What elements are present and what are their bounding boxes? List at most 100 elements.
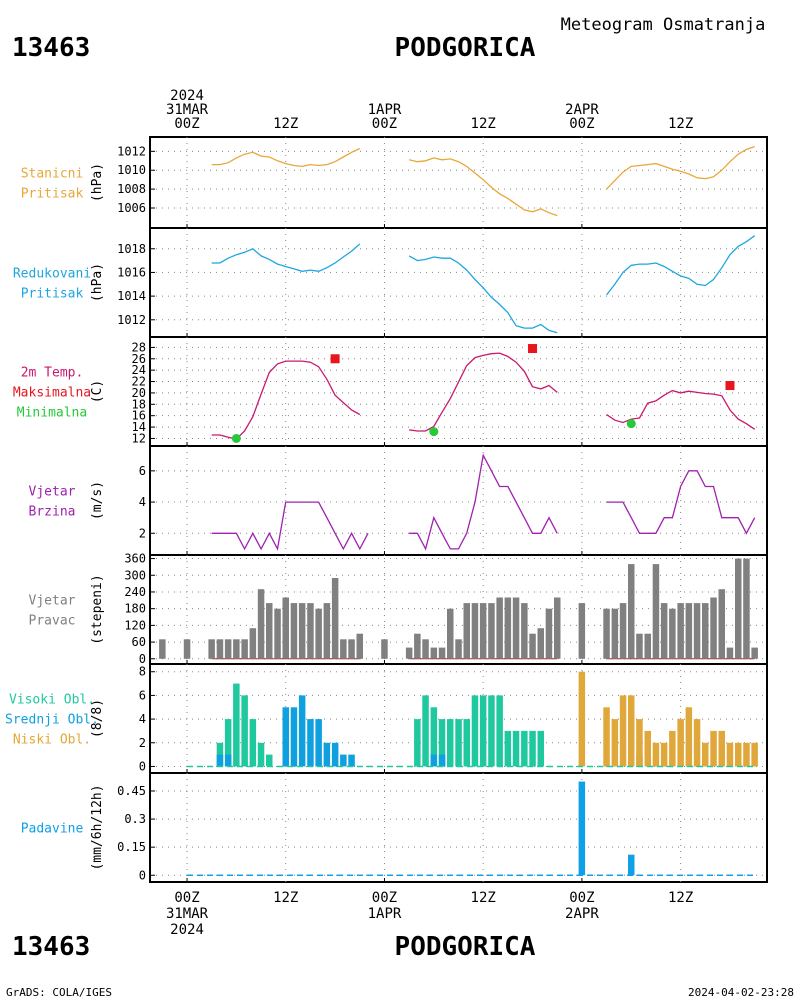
panel-wind-speed: 2 4 6 (m/s) Vjetar Brzina: [29, 445, 768, 556]
bottom-tick-label: 2024: [170, 922, 204, 938]
y-tick-label: 1012: [117, 313, 146, 327]
y-tick-label: 16: [132, 409, 146, 423]
bar: [636, 633, 643, 659]
bar: [735, 558, 742, 659]
bar: [340, 754, 347, 767]
bar: [702, 742, 709, 767]
top-tick-label: 2024: [170, 88, 204, 104]
y-tick-label: 300: [124, 568, 146, 582]
bar: [685, 603, 693, 659]
panel-reduced-pressure: 1012 1014 1016 1018 (hPa)Redukovani Pritisak: [13, 227, 768, 338]
bar: [290, 603, 298, 659]
panel-label: Pritisak: [21, 287, 84, 302]
bar: [405, 647, 413, 659]
bar: [430, 754, 438, 767]
bar: [496, 597, 503, 659]
y-tick-label: 24: [132, 363, 146, 377]
bar: [652, 742, 660, 767]
bottom-tick-label: 00Z: [174, 890, 199, 906]
y-tick-label: 2: [139, 736, 146, 750]
bar: [422, 639, 429, 659]
y-axis-label: (hPa): [90, 263, 105, 302]
bar: [315, 608, 322, 659]
station-id-top: 13463: [12, 33, 90, 63]
bar: [216, 754, 224, 767]
top-tick-label: 1APR: [368, 102, 402, 118]
footer-software-credit: GrADS: COLA/IGES: [6, 986, 112, 999]
bar: [208, 639, 215, 659]
panel-label: Brzina: [29, 505, 76, 520]
top-tick-label: 31MAR: [166, 102, 209, 118]
bar: [644, 633, 651, 659]
bar: [216, 639, 224, 659]
top-tick-label: 00Z: [174, 116, 199, 132]
bar: [257, 742, 265, 767]
y-axis-label: (m/s): [90, 481, 105, 520]
bar: [702, 603, 709, 659]
bar: [183, 639, 191, 659]
bar: [414, 633, 421, 659]
footer-timestamp: 2024-04-02-23:28: [688, 986, 794, 999]
series-line: [408, 157, 558, 217]
panel-label: Padavine: [21, 822, 84, 837]
y-tick-label: 0: [139, 868, 146, 882]
top-tick-label: 12Z: [471, 116, 496, 132]
y-tick-label: 14: [132, 420, 146, 434]
bar: [743, 742, 750, 767]
y-tick-label: 6: [139, 464, 146, 478]
series-line: [409, 352, 558, 432]
y-tick-label: 20: [132, 386, 146, 400]
y-tick-label: 8: [139, 665, 146, 679]
bar: [438, 754, 446, 767]
bar: [224, 639, 232, 659]
bottom-tick-label: 00Z: [372, 890, 397, 906]
y-tick-label: 4: [139, 495, 146, 509]
panel-label: Niski Obl.: [13, 733, 91, 748]
bar: [348, 754, 355, 767]
series-line: [409, 453, 558, 551]
bar: [726, 647, 734, 659]
panel-label: Minimalna: [17, 406, 87, 421]
bar: [685, 707, 693, 767]
bar: [455, 639, 462, 659]
bar: [718, 730, 725, 767]
bar: [628, 564, 635, 659]
bar: [315, 719, 322, 767]
panel-label: Vjetar: [29, 594, 76, 609]
max-temp-marker: [725, 381, 735, 391]
bar: [290, 707, 298, 767]
bar: [504, 730, 512, 767]
y-tick-label: 1010: [117, 163, 146, 177]
min-temp-marker: [429, 427, 439, 437]
bar: [463, 603, 470, 659]
y-tick-label: 0: [139, 759, 146, 773]
bar: [356, 633, 363, 659]
bar: [241, 639, 248, 659]
bar: [669, 730, 676, 767]
bar: [693, 719, 701, 767]
bar: [266, 754, 273, 767]
bar: [331, 578, 339, 659]
top-tick-label: 00Z: [569, 116, 594, 132]
panel-cloud-cover: 0 2 4 6 8 (8/8)Visoki Obl. Srednji Obl. Niski O…: [5, 663, 768, 774]
bar: [669, 608, 676, 659]
bar: [660, 742, 668, 767]
series-line: [606, 389, 756, 430]
panel-label: Pritisak: [21, 187, 84, 202]
y-tick-label: 360: [124, 552, 146, 566]
bar: [693, 603, 701, 659]
bar: [233, 639, 240, 659]
bar: [479, 603, 487, 659]
top-tick-label: 00Z: [372, 116, 397, 132]
meteogram-subtitle: Meteogram Osmatranja: [561, 15, 766, 35]
bar: [529, 633, 536, 659]
bar: [348, 639, 355, 659]
bar: [660, 603, 668, 659]
bar: [298, 603, 306, 659]
bar: [521, 603, 528, 659]
panel-label: Stanicni: [21, 167, 84, 182]
bar: [233, 683, 240, 767]
